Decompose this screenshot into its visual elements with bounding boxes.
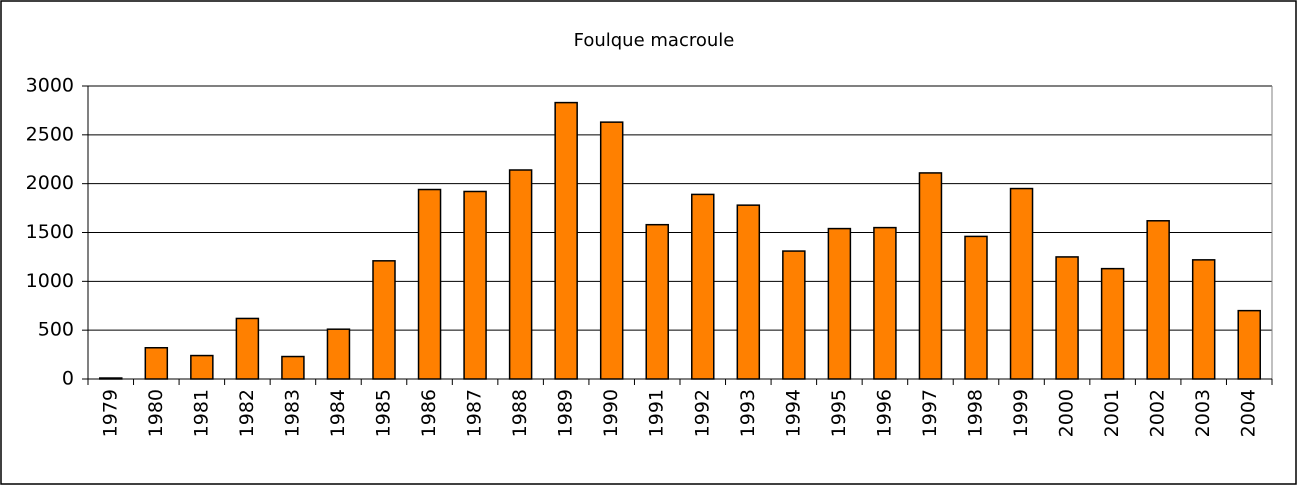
bar <box>736 204 761 380</box>
x-tick-label: 2002 <box>1147 389 1169 437</box>
bar <box>918 172 943 380</box>
x-tick-label: 1980 <box>145 389 167 437</box>
bar <box>599 121 624 380</box>
y-tick-label: 0 <box>62 368 74 390</box>
x-tick-label: 1999 <box>1010 389 1032 437</box>
bar <box>782 250 806 380</box>
x-tick-label: 1991 <box>646 389 668 437</box>
x-tick-label: 2004 <box>1238 389 1260 437</box>
bar <box>372 260 396 380</box>
x-tick-label: 1995 <box>828 389 850 437</box>
y-tick-label: 1500 <box>26 221 74 243</box>
x-tick-label: 1994 <box>782 389 804 437</box>
bar <box>691 193 715 380</box>
y-tick-label: 2500 <box>26 123 74 145</box>
x-tick-label: 1990 <box>600 389 622 437</box>
x-tick-label: 1988 <box>509 389 531 437</box>
bar <box>964 235 988 380</box>
bar <box>326 328 351 380</box>
bar <box>281 355 305 380</box>
y-tick-label: 1000 <box>26 270 74 292</box>
bar <box>508 169 533 380</box>
bar <box>873 226 897 380</box>
bar <box>645 223 669 380</box>
x-tick-label: 1997 <box>919 389 941 437</box>
bar <box>463 190 487 380</box>
x-tick-label: 1992 <box>691 389 713 437</box>
y-tick-label: 500 <box>38 319 74 341</box>
x-tick-label: 1979 <box>99 389 121 437</box>
bar <box>1009 187 1034 380</box>
x-tick-label: 1983 <box>281 389 303 437</box>
bar <box>554 101 578 380</box>
bar <box>827 227 852 380</box>
y-tick-label: 3000 <box>26 75 74 97</box>
bar <box>417 188 442 380</box>
x-tick-label: 1987 <box>464 389 486 437</box>
bar <box>235 317 260 380</box>
x-tick-label: 2003 <box>1192 389 1214 437</box>
x-tick-label: 1981 <box>190 389 212 437</box>
x-tick-label: 1993 <box>737 389 759 437</box>
x-tick-label: 1996 <box>873 389 895 437</box>
x-tick-label: 1986 <box>418 389 440 437</box>
bar <box>1191 259 1216 380</box>
bar <box>1055 256 1079 380</box>
bar <box>1146 220 1170 380</box>
x-tick-label: 1982 <box>236 389 258 437</box>
y-tick-label: 2000 <box>26 172 74 194</box>
x-tick-label: 1989 <box>555 389 577 437</box>
bar <box>1100 267 1125 380</box>
x-tick-label: 1984 <box>327 389 349 437</box>
bar <box>1237 309 1261 380</box>
x-tick-label: 1985 <box>373 389 395 437</box>
x-tick-label: 2001 <box>1101 389 1123 437</box>
x-tick-label: 2000 <box>1056 389 1078 437</box>
bar <box>190 354 214 380</box>
chart-title: Foulque macroule <box>574 30 735 51</box>
x-tick-label: 1998 <box>965 389 987 437</box>
bar <box>144 346 169 380</box>
